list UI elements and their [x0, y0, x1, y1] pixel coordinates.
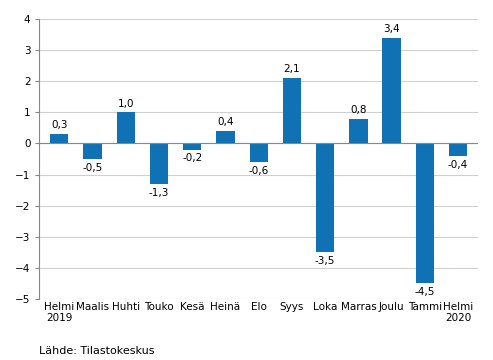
Bar [383, 38, 401, 143]
Text: -0,4: -0,4 [448, 159, 468, 170]
Text: -1,3: -1,3 [149, 188, 169, 198]
Text: -3,5: -3,5 [315, 256, 335, 266]
Text: 1,0: 1,0 [117, 99, 134, 109]
Bar [50, 134, 69, 143]
Bar [83, 143, 102, 159]
Bar [117, 112, 135, 143]
Bar [249, 143, 268, 162]
Text: -0,2: -0,2 [182, 153, 202, 163]
Bar [449, 143, 467, 156]
Text: 0,3: 0,3 [51, 120, 68, 130]
Text: 0,8: 0,8 [350, 105, 367, 115]
Text: Lähde: Tilastokeskus: Lähde: Tilastokeskus [39, 346, 155, 356]
Bar [216, 131, 235, 143]
Text: 3,4: 3,4 [383, 24, 400, 34]
Text: 0,4: 0,4 [217, 117, 234, 127]
Text: 2,1: 2,1 [283, 64, 300, 75]
Bar [316, 143, 334, 252]
Bar [183, 143, 201, 150]
Text: -4,5: -4,5 [415, 287, 435, 297]
Text: -0,6: -0,6 [248, 166, 269, 176]
Text: -0,5: -0,5 [82, 163, 103, 173]
Bar [150, 143, 168, 184]
Bar [416, 143, 434, 283]
Bar [349, 118, 367, 143]
Bar [283, 78, 301, 143]
